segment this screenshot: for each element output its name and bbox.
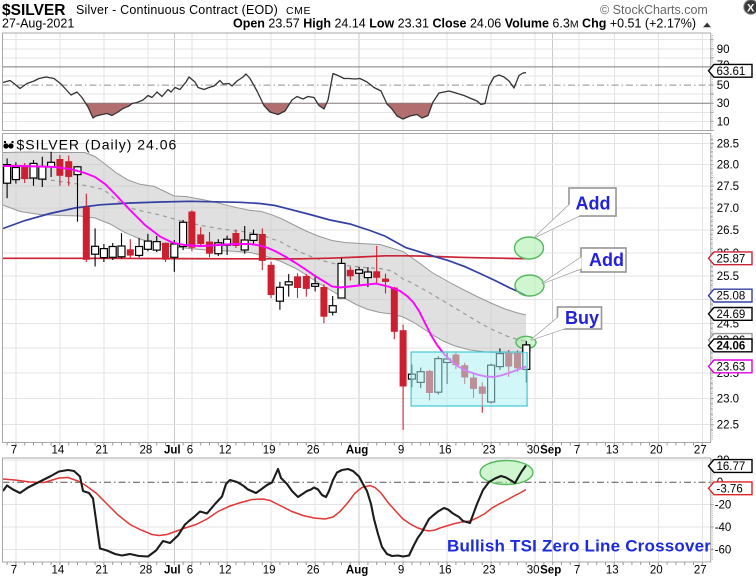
svg-text:16.77: 16.77 — [717, 461, 746, 473]
svg-text:24.06: 24.06 — [717, 340, 746, 352]
svg-text:22.5: 22.5 — [717, 420, 739, 432]
svg-text:21: 21 — [96, 445, 109, 457]
svg-text:13: 13 — [606, 445, 619, 457]
svg-text:27-Aug-2021: 27-Aug-2021 — [2, 17, 74, 31]
svg-text:30: 30 — [527, 445, 540, 457]
svg-text:12: 12 — [219, 445, 232, 457]
svg-text:Sep: Sep — [540, 445, 561, 457]
svg-text:25.5: 25.5 — [717, 271, 739, 283]
svg-text:30: 30 — [527, 565, 540, 577]
svg-text:19: 19 — [263, 565, 276, 577]
svg-text:$SILVER (Daily) 24.06: $SILVER (Daily) 24.06 — [17, 137, 178, 153]
svg-text:28: 28 — [140, 565, 153, 577]
svg-text:26: 26 — [307, 445, 320, 457]
svg-text:14: 14 — [52, 445, 65, 457]
svg-text:30: 30 — [717, 98, 730, 110]
svg-text:21: 21 — [96, 565, 109, 577]
svg-text:24.69: 24.69 — [717, 309, 746, 321]
svg-text:Sep: Sep — [540, 565, 561, 577]
svg-text:12: 12 — [219, 565, 232, 577]
svg-text:63.61: 63.61 — [717, 66, 746, 78]
svg-text:23.63: 23.63 — [717, 361, 746, 373]
svg-text:6: 6 — [187, 445, 193, 457]
svg-text:25.08: 25.08 — [717, 291, 746, 303]
svg-text:23: 23 — [483, 565, 496, 577]
svg-text:28: 28 — [140, 445, 153, 457]
svg-text:7: 7 — [11, 565, 17, 577]
svg-text:Add: Add — [576, 194, 611, 214]
svg-text:-3.76: -3.76 — [717, 483, 743, 495]
svg-text:10: 10 — [717, 116, 730, 128]
svg-text:CME: CME — [286, 5, 311, 17]
svg-text:Aug: Aug — [346, 565, 368, 577]
svg-text:28.5: 28.5 — [717, 139, 739, 151]
svg-text:Jul: Jul — [164, 565, 181, 577]
svg-text:23: 23 — [483, 445, 496, 457]
svg-text:27.0: 27.0 — [717, 203, 739, 215]
svg-text:16: 16 — [439, 445, 452, 457]
svg-text:20: 20 — [650, 565, 663, 577]
svg-text:7: 7 — [11, 445, 17, 457]
svg-text:Buy: Buy — [565, 308, 599, 328]
svg-text:6: 6 — [187, 565, 193, 577]
svg-text:16: 16 — [439, 565, 452, 577]
svg-text:19: 19 — [263, 445, 276, 457]
svg-text:9: 9 — [398, 565, 404, 577]
svg-text:24.5: 24.5 — [717, 318, 739, 330]
svg-text:Aug: Aug — [346, 445, 368, 457]
svg-text:Add: Add — [589, 250, 624, 270]
svg-text:© StockCharts.com: © StockCharts.com — [600, 3, 708, 17]
svg-text:7: 7 — [574, 565, 580, 577]
svg-text:14: 14 — [52, 565, 65, 577]
svg-text:-20: -20 — [715, 500, 732, 512]
svg-text:7: 7 — [574, 445, 580, 457]
svg-text:26: 26 — [307, 565, 320, 577]
svg-text:Bullish TSI Zero Line Crossove: Bullish TSI Zero Line Crossover — [447, 537, 711, 556]
svg-text:90: 90 — [717, 44, 730, 56]
svg-text:50: 50 — [717, 80, 730, 92]
svg-text:Open 23.57 High 24.14 Low 23.3: Open 23.57 High 24.14 Low 23.31 Close 24… — [233, 17, 696, 31]
svg-text:9: 9 — [398, 445, 404, 457]
svg-text:26.5: 26.5 — [717, 225, 739, 237]
svg-text:-40: -40 — [715, 522, 732, 534]
svg-text:20: 20 — [650, 445, 663, 457]
svg-text:28.0: 28.0 — [717, 160, 739, 172]
svg-text:27: 27 — [694, 565, 707, 577]
svg-text:$SILVER: $SILVER — [2, 2, 65, 19]
svg-text:13: 13 — [606, 565, 619, 577]
svg-text:-60: -60 — [715, 544, 732, 556]
svg-text:27: 27 — [694, 445, 707, 457]
svg-text:27.5: 27.5 — [717, 181, 739, 193]
svg-text:Jul: Jul — [164, 445, 181, 457]
svg-text:25.87: 25.87 — [717, 253, 746, 265]
svg-text:23.0: 23.0 — [717, 394, 739, 406]
svg-text:X: X — [747, 3, 755, 15]
svg-text:Silver - Continuous Contract (: Silver - Continuous Contract (EOD) — [76, 3, 278, 17]
